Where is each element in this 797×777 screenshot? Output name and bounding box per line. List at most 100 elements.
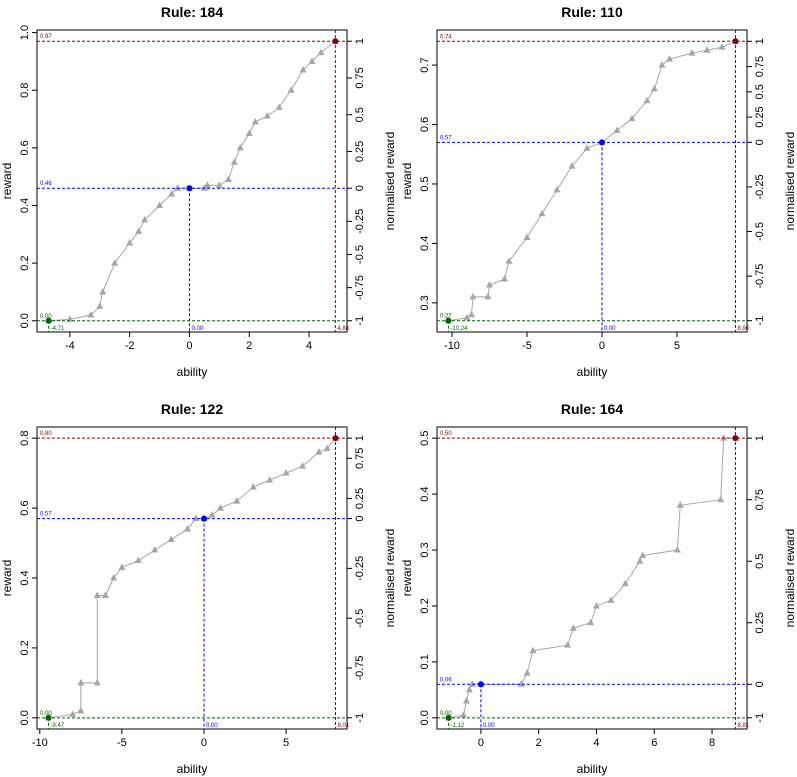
point-marker: [529, 646, 537, 654]
point-marker: [266, 476, 274, 483]
point-marker: [174, 184, 182, 191]
point-marker: [468, 680, 476, 687]
y2-tick-label: 0: [354, 185, 366, 191]
y-tick-label: 0.5: [419, 176, 431, 191]
reference-value-label: 0.46: [40, 181, 52, 187]
y2-tick-label: 1: [354, 435, 366, 441]
y-tick-label: 0.2: [19, 640, 31, 655]
y2-tick-label: 0.25: [354, 488, 366, 509]
y-axis-label: reward: [0, 560, 14, 597]
point-marker: [621, 579, 629, 587]
y2-tick-label: 0: [354, 516, 366, 522]
reference-x-label: 4.88: [337, 326, 349, 332]
x-tick-label: 5: [283, 737, 289, 749]
point-marker: [613, 126, 621, 133]
point-marker: [718, 43, 726, 50]
reference-x-label: -10.24: [450, 326, 468, 332]
point-marker: [485, 281, 493, 288]
reference-x-label: 0.00: [206, 723, 218, 729]
reference-value-label: 0.00: [40, 711, 52, 717]
point-marker: [568, 162, 576, 169]
point-marker: [717, 495, 725, 503]
y2-tick-label: -0.75: [354, 655, 366, 680]
y-tick-label: 0.4: [419, 236, 431, 251]
y2-tick-label: 0.75: [354, 448, 366, 469]
point-marker: [203, 181, 211, 188]
x-tick-label: -10: [32, 737, 48, 749]
point-marker: [126, 238, 134, 246]
x-tick-label: 0: [186, 340, 192, 352]
chart-panel: Rule: 184 ability reward normalised reward -…: [0, 4, 397, 379]
reference-value-label: 0.97: [40, 34, 52, 40]
y2-tick-label: -0.5: [354, 609, 366, 628]
x-tick-label: 5: [674, 340, 680, 352]
y-tick-label: 0.1: [419, 654, 431, 669]
chart-title: Rule: 122: [161, 401, 223, 417]
point-marker: [230, 158, 238, 165]
reference-x-label: 0.00: [191, 326, 203, 332]
y-tick-label: 0.6: [19, 140, 31, 155]
reference-x-label: -4.71: [51, 326, 65, 332]
reference-x-label: 8.81: [737, 723, 749, 729]
reference-x-label: -9.47: [50, 723, 64, 729]
y2-tick-label: 1: [354, 38, 366, 44]
x-tick-label: 4: [306, 340, 312, 352]
reference-point: [186, 185, 193, 192]
y-tick-label: 0.6: [19, 500, 31, 515]
y2-tick-label: 0.75: [754, 489, 766, 510]
series-line: [448, 40, 736, 322]
reference-point: [732, 435, 739, 442]
reference-value-label: 0.00: [440, 711, 452, 717]
y-tick-label: 0.0: [19, 313, 31, 328]
reference-point: [445, 714, 452, 721]
point-marker: [323, 444, 331, 452]
y2-tick-label: 1: [754, 435, 766, 441]
point-marker: [282, 469, 290, 476]
y2-tick-label: -0.5: [354, 245, 366, 264]
x-tick-label: -5: [522, 340, 532, 352]
y2-tick-label: 0.5: [754, 84, 766, 99]
point-marker: [676, 501, 684, 508]
point-marker: [299, 66, 307, 73]
point-marker: [538, 209, 546, 217]
point-marker: [308, 57, 316, 64]
y2-tick-label: 0: [754, 139, 766, 145]
y2-tick-label: -0.75: [754, 264, 766, 289]
y2-tick-label: 0.25: [754, 612, 766, 633]
series-line: [448, 437, 736, 719]
plot-frame: [36, 29, 348, 333]
plot-frame: [36, 426, 348, 730]
x-tick-label: -2: [125, 340, 135, 352]
y-tick-label: 0.2: [419, 598, 431, 613]
point-marker: [592, 601, 600, 609]
y2-axis-label: normalised reward: [383, 529, 397, 628]
x-tick-label: 8: [709, 737, 715, 749]
y2-tick-label: -0.75: [354, 275, 366, 300]
reference-value-label: 0.50: [440, 431, 452, 437]
point-marker: [583, 144, 591, 151]
y-tick-label: 0.5: [419, 431, 431, 446]
point-marker: [167, 535, 175, 543]
y2-tick-label: 0.25: [754, 106, 766, 127]
y-axis-label: reward: [400, 560, 414, 597]
point-marker: [484, 292, 492, 300]
reference-value-label: 0.80: [40, 431, 52, 437]
reference-x-label: 8.01: [338, 723, 350, 729]
x-tick-label: 0: [478, 737, 484, 749]
point-marker: [184, 525, 192, 532]
y2-axis-label: normalised reward: [783, 132, 797, 231]
x-axis-label: ability: [177, 365, 208, 379]
point-marker: [703, 46, 711, 53]
plot-frame: [436, 426, 748, 730]
point-marker: [216, 504, 224, 511]
reference-value-label: 0.06: [440, 677, 452, 683]
series-line: [48, 437, 336, 719]
point-marker: [135, 227, 143, 234]
point-marker: [110, 574, 118, 581]
chart-title: Rule: 110: [561, 4, 623, 20]
point-marker: [639, 551, 647, 559]
reference-value-label: 0.00: [40, 314, 52, 320]
y2-tick-label: -0.5: [754, 222, 766, 241]
point-marker: [118, 563, 126, 571]
